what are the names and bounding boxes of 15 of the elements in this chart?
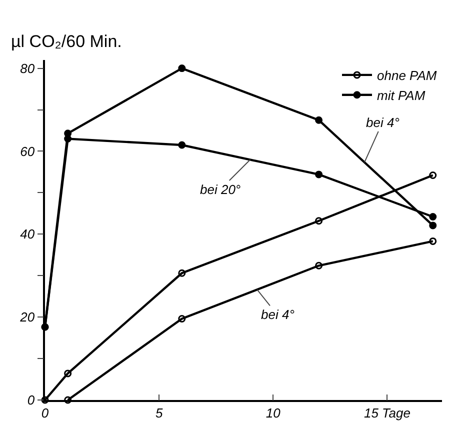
x-tick-label: 0: [41, 405, 50, 420]
y-tick-label: 80: [20, 60, 36, 76]
y-axis-title: µl CO₂/60 Min.: [11, 32, 122, 51]
y-tick-label: 0: [27, 392, 36, 408]
annotation: bei 4°: [261, 307, 294, 322]
legend-label: mit PAM: [377, 88, 426, 103]
y-tick-label: 40: [20, 226, 36, 242]
y-tick-label: 20: [19, 310, 36, 325]
y-tick-label: 60: [20, 144, 36, 159]
annotation: bei 4°: [366, 115, 400, 130]
legend-label: ohne PAM: [377, 68, 437, 84]
x-tick-label: 5: [155, 405, 164, 420]
annotation: bei 20°: [200, 182, 241, 197]
x-tick-label: 15 Tage: [364, 405, 410, 420]
x-tick-label: 10: [266, 405, 282, 420]
